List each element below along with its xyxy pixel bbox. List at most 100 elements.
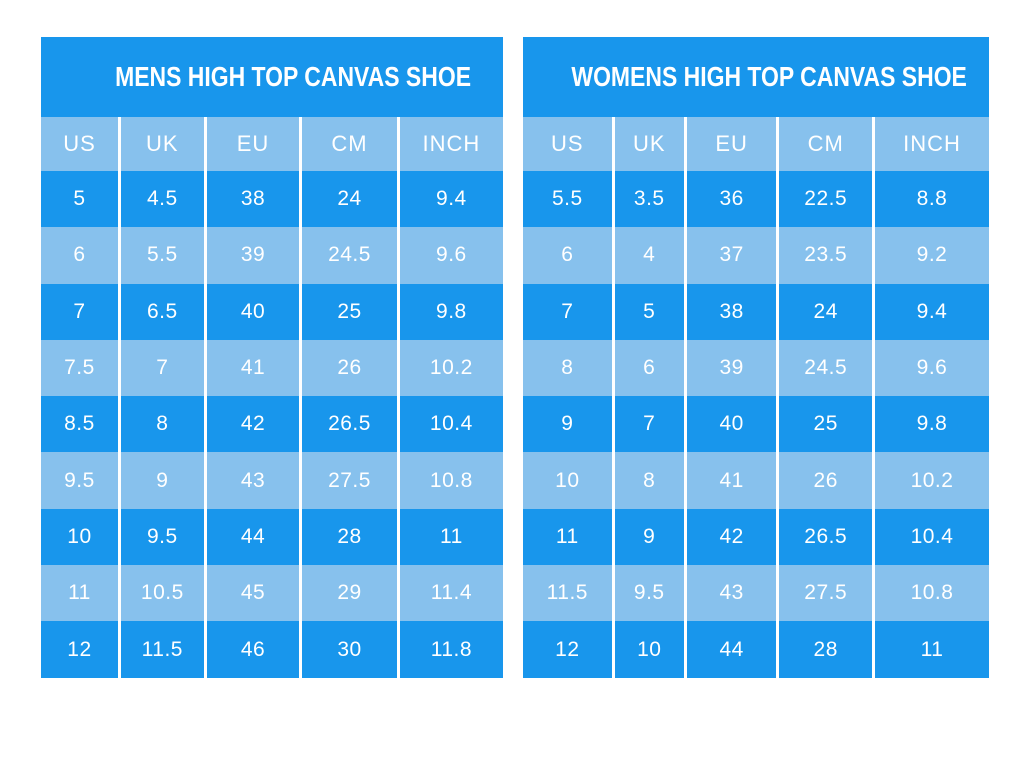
size-value-cell: 8.8 — [875, 171, 989, 228]
size-value-cell: 24.5 — [302, 227, 397, 284]
size-value-cell: 6.5 — [120, 283, 204, 340]
table-row: 7 5 38 24 9.4 — [523, 283, 989, 340]
table-row: 10 8 41 26 10.2 — [523, 452, 989, 509]
size-value-cell: 30 — [302, 621, 397, 678]
size-value-cell: 44 — [206, 508, 300, 566]
size-value-cell: 11 — [41, 565, 118, 622]
size-value-cell: 45 — [206, 565, 300, 622]
size-value-cell: 7.5 — [41, 339, 118, 397]
size-value-cell: 11.5 — [523, 565, 612, 622]
size-value-cell: 9 — [614, 508, 684, 566]
size-value-cell: 23.5 — [779, 227, 872, 284]
size-value-cell: 9.2 — [875, 227, 989, 284]
size-value-cell: 10 — [41, 508, 118, 566]
column-header-inch: INCH — [399, 117, 503, 171]
size-value-cell: 9.4 — [399, 171, 503, 228]
column-header-us: US — [41, 117, 118, 171]
size-value-cell: 44 — [686, 621, 777, 678]
size-value-cell: 39 — [206, 227, 300, 284]
size-value-cell: 41 — [206, 339, 300, 397]
size-value-cell: 10.4 — [399, 396, 503, 453]
size-value-cell: 5 — [41, 171, 118, 228]
mens-table-title-text: MENS HIGH TOP CANVAS SHOE — [115, 61, 471, 92]
size-value-cell: 8.5 — [41, 396, 118, 453]
size-value-cell: 10.2 — [399, 339, 503, 397]
size-value-cell: 9.8 — [875, 396, 989, 453]
table-row: 10 9.5 44 28 11 — [41, 508, 503, 566]
table-row: 8.5 8 42 26.5 10.4 — [41, 396, 503, 453]
size-value-cell: 11 — [523, 508, 612, 566]
size-value-cell: 5.5 — [523, 171, 612, 228]
column-header-uk: UK — [614, 117, 684, 171]
column-header-cm: CM — [302, 117, 397, 171]
size-value-cell: 40 — [206, 283, 300, 340]
size-value-cell: 11.5 — [120, 621, 204, 678]
size-value-cell: 25 — [302, 283, 397, 340]
size-value-cell: 9.5 — [614, 565, 684, 622]
size-value-cell: 11 — [399, 508, 503, 566]
size-value-cell: 7 — [614, 396, 684, 453]
womens-size-chart: WOMENS HIGH TOP CANVAS SHOE US UK EU CM INCH… — [523, 37, 989, 767]
table-row: 11 10.5 45 29 11.4 — [41, 565, 503, 622]
size-value-cell: 39 — [686, 339, 777, 397]
size-value-cell: 8 — [523, 339, 612, 397]
womens-table-title-text: WOMENS HIGH TOP CANVAS SHOE — [571, 61, 967, 92]
womens-table-title: WOMENS HIGH TOP CANVAS SHOE — [523, 37, 989, 117]
size-value-cell: 29 — [302, 565, 397, 622]
size-value-cell: 12 — [523, 621, 612, 678]
table-row: 6 4 37 23.5 9.2 — [523, 227, 989, 284]
size-value-cell: 3.5 — [614, 171, 684, 228]
size-value-cell: 10 — [614, 621, 684, 678]
size-value-cell: 10.8 — [399, 452, 503, 509]
size-value-cell: 46 — [206, 621, 300, 678]
size-value-cell: 9 — [523, 396, 612, 453]
column-header-eu: EU — [686, 117, 777, 171]
womens-column-header-row: US UK EU CM INCH — [523, 117, 989, 171]
size-value-cell: 43 — [686, 565, 777, 622]
size-value-cell: 42 — [206, 396, 300, 453]
size-value-cell: 9.8 — [399, 283, 503, 340]
mens-column-header-row: US UK EU CM INCH — [41, 117, 503, 171]
size-value-cell: 26 — [302, 339, 397, 397]
mens-table-title: MENS HIGH TOP CANVAS SHOE — [41, 37, 503, 117]
table-row: 7 6.5 40 25 9.8 — [41, 283, 503, 340]
size-value-cell: 7 — [41, 283, 118, 340]
column-header-cm: CM — [779, 117, 872, 171]
size-value-cell: 22.5 — [779, 171, 872, 228]
size-value-cell: 9.5 — [41, 452, 118, 509]
size-value-cell: 10.2 — [875, 452, 989, 509]
size-value-cell: 8 — [120, 396, 204, 453]
table-row: 12 11.5 46 30 11.8 — [41, 621, 503, 678]
size-value-cell: 27.5 — [779, 565, 872, 622]
size-value-cell: 37 — [686, 227, 777, 284]
size-value-cell: 28 — [779, 621, 872, 678]
size-value-cell: 8 — [614, 452, 684, 509]
size-value-cell: 4.5 — [120, 171, 204, 228]
column-header-eu: EU — [206, 117, 300, 171]
size-value-cell: 10.8 — [875, 565, 989, 622]
size-value-cell: 26 — [779, 452, 872, 509]
size-value-cell: 11 — [875, 621, 989, 678]
size-value-cell: 7 — [523, 283, 612, 340]
size-value-cell: 24.5 — [779, 339, 872, 397]
size-value-cell: 4 — [614, 227, 684, 284]
size-value-cell: 40 — [686, 396, 777, 453]
size-value-cell: 43 — [206, 452, 300, 509]
size-value-cell: 5.5 — [120, 227, 204, 284]
table-row: 9 7 40 25 9.8 — [523, 396, 989, 453]
mens-size-chart: MENS HIGH TOP CANVAS SHOE US UK EU CM INCH 5… — [41, 37, 503, 767]
size-value-cell: 38 — [686, 283, 777, 340]
table-row: 6 5.5 39 24.5 9.6 — [41, 227, 503, 284]
size-value-cell: 12 — [41, 621, 118, 678]
size-value-cell: 9.6 — [875, 339, 989, 397]
table-row: 5.5 3.5 36 22.5 8.8 — [523, 171, 989, 228]
size-value-cell: 6 — [41, 227, 118, 284]
size-value-cell: 10.5 — [120, 565, 204, 622]
column-header-inch: INCH — [875, 117, 989, 171]
size-value-cell: 11.8 — [399, 621, 503, 678]
size-value-cell: 10.4 — [875, 508, 989, 566]
column-header-us: US — [523, 117, 612, 171]
table-row: 8 6 39 24.5 9.6 — [523, 339, 989, 397]
size-value-cell: 6 — [614, 339, 684, 397]
column-header-uk: UK — [120, 117, 204, 171]
